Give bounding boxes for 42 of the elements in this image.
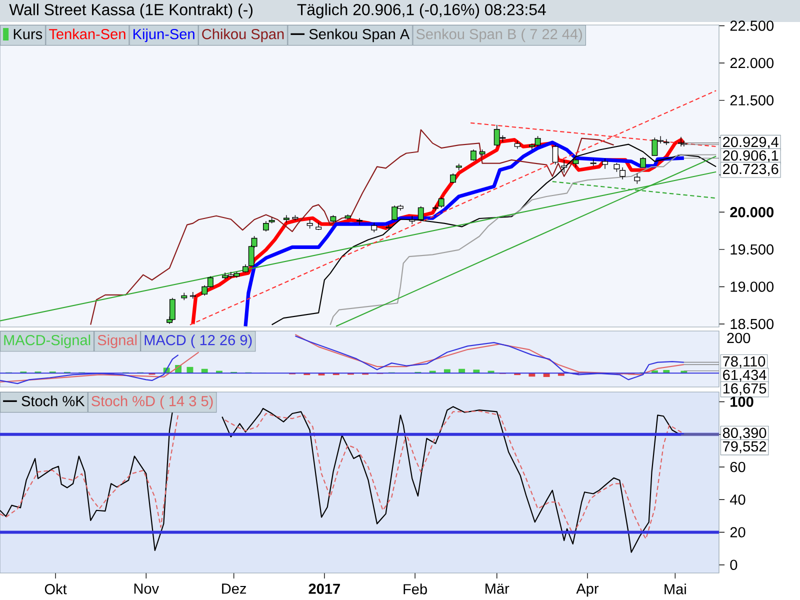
y-tick-label: 18.500 bbox=[730, 318, 774, 330]
x-tick-label: Apr bbox=[576, 584, 599, 597]
series-label: MACD-Signal bbox=[4, 334, 90, 348]
x-tick-label: Mär bbox=[486, 584, 510, 594]
legend-label: Senkou Span A bbox=[309, 28, 410, 42]
series-label: Stoch %D ( 14 3 5) bbox=[92, 396, 213, 410]
legend-label: Kurs bbox=[14, 29, 42, 40]
annotation: 16,675 bbox=[723, 383, 766, 396]
text: Senkou Span B ( 7 22 44) bbox=[416, 28, 582, 42]
x-tick-label: Nov bbox=[134, 584, 159, 594]
annotation: 20.929,4 bbox=[723, 136, 778, 149]
text: Kijun-Sen bbox=[134, 28, 194, 42]
annotation: 79,552 bbox=[723, 441, 766, 454]
series-label: Signal bbox=[98, 334, 137, 348]
annotation: 61,434 bbox=[723, 370, 766, 382]
x-tick-label: Okt bbox=[44, 584, 67, 594]
annotation: 78,110 bbox=[723, 356, 766, 368]
y-tick-label: 22.500 bbox=[730, 20, 774, 31]
y-tick-label: 22.000 bbox=[730, 58, 774, 68]
text: 200 bbox=[727, 332, 750, 344]
x-tick-label: 2017 bbox=[308, 584, 340, 594]
annotation: 80,390 bbox=[722, 428, 766, 440]
y-tick-label: 0 bbox=[730, 560, 738, 570]
text: Tenkan-Sen bbox=[49, 28, 126, 40]
annotation: 20.906,1 bbox=[723, 150, 778, 162]
x-tick-label: Dez bbox=[222, 584, 246, 594]
text: Chikou Span bbox=[202, 28, 284, 42]
x-tick-label: Mai bbox=[664, 584, 686, 594]
chart-title: Wall Street Kassa (1E Kontrakt) (-) bbox=[9, 4, 252, 18]
x-tick-label: Feb bbox=[404, 584, 427, 594]
y-tick-label: 20.000 bbox=[730, 207, 774, 218]
y-tick-label: 19.000 bbox=[730, 282, 774, 292]
y-tick-label: 21.500 bbox=[730, 95, 774, 106]
annotation: 20.723,6 bbox=[723, 164, 778, 176]
y-tick-label: 20 bbox=[730, 527, 746, 538]
y-tick-label: 19.500 bbox=[730, 244, 774, 255]
legend-label: Stoch %K bbox=[22, 396, 85, 406]
series-label: MACD ( 12 26 9) bbox=[144, 334, 252, 348]
chart-subtitle: Täglich 20.906,1 (-0,16%) 08:23:54 bbox=[297, 4, 546, 18]
y-tick-label: 100 bbox=[730, 396, 754, 407]
y-tick-label: 60 bbox=[730, 462, 746, 472]
y-tick-label: 40 bbox=[730, 494, 746, 505]
